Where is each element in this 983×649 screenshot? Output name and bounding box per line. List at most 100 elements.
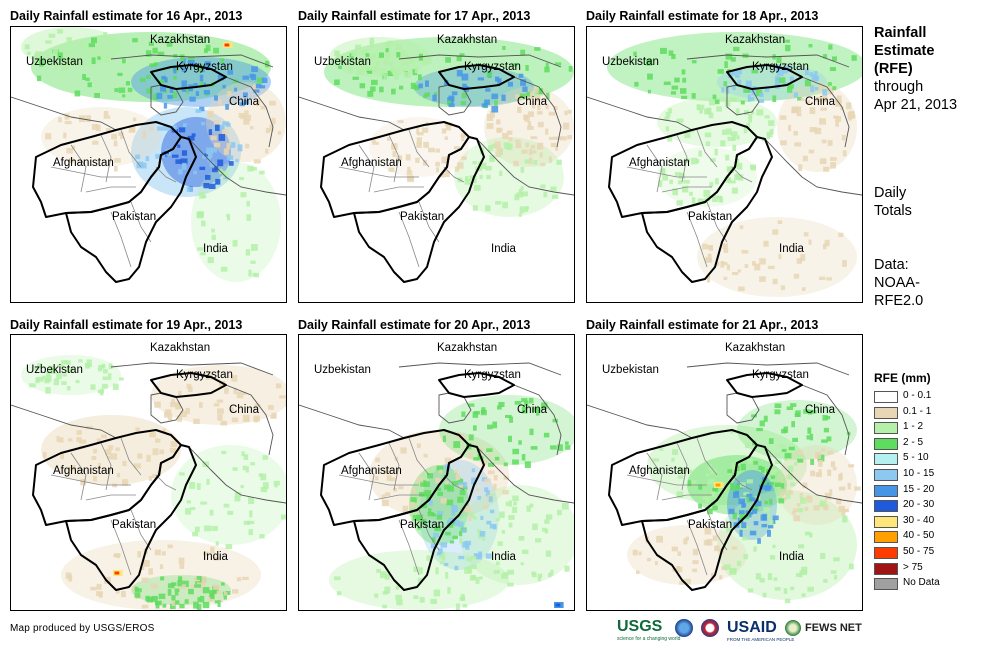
rainfall-pixel <box>384 574 390 580</box>
rainfall-pixel <box>495 518 500 522</box>
rainfall-pixel <box>246 200 251 207</box>
rainfall-pixel <box>827 140 833 146</box>
rainfall-pixel <box>469 175 474 180</box>
rainfall-pixel <box>64 120 72 125</box>
rainfall-pixel <box>484 99 490 105</box>
label-india: India <box>203 551 228 563</box>
rainfall-pixel <box>676 118 684 123</box>
rainfall-pixel <box>458 555 465 560</box>
rainfall-pixel <box>508 137 513 142</box>
rainfall-pixel <box>716 106 723 112</box>
rainfall-pixel <box>527 111 534 117</box>
rainfall-pixel <box>714 99 720 105</box>
rainfall-pixel <box>76 430 82 435</box>
rainfall-pixel <box>712 505 718 511</box>
rainfall-pixel <box>455 473 461 481</box>
rainfall-pixel <box>361 49 369 55</box>
rainfall-pixel <box>712 487 717 492</box>
rainfall-pixel <box>412 487 416 494</box>
rainfall-pixel <box>633 51 637 57</box>
province-boundary <box>50 474 131 486</box>
rainfall-pixel <box>183 123 187 128</box>
rainfall-pixel <box>517 106 522 113</box>
rainfall-pixel <box>374 593 379 598</box>
rainfall-pixel <box>707 253 712 258</box>
rainfall-pixel <box>461 528 466 533</box>
rainfall-pixel <box>691 480 697 484</box>
province-boundary <box>100 134 112 183</box>
rainfall-pixel <box>497 78 502 86</box>
rainfall-pixel <box>433 589 441 597</box>
label-kazakhstan: Kazakhstan <box>150 34 211 46</box>
rainfall-pixel <box>211 126 216 133</box>
rainfall-pixel <box>178 169 183 175</box>
rainfall-pixel <box>80 478 87 486</box>
rainfall-pixel <box>485 166 492 171</box>
rainfall-pixel <box>162 603 167 608</box>
rainfall-pixel <box>384 586 391 594</box>
rainfall-pixel <box>36 376 44 382</box>
rainfall-pixel <box>105 448 112 456</box>
rainfall-pixel <box>677 551 682 556</box>
rainfall-pixel <box>103 111 109 116</box>
rainfall-pixel <box>205 174 211 180</box>
rainfall-pixel <box>195 109 202 113</box>
rainfall-pixel <box>445 481 449 486</box>
rainfall-pixel <box>708 464 712 471</box>
panel-title-6: Daily Rainfall estimate for 21 Apr., 201… <box>586 318 819 332</box>
rainfall-pixel <box>391 70 397 75</box>
rainfall-pixel <box>725 53 733 60</box>
rainfall-pixel <box>822 89 828 96</box>
rainfall-pixel <box>709 99 716 106</box>
rainfall-pixel <box>409 501 415 508</box>
rainfall-area <box>607 32 862 102</box>
rainfall-pixel <box>781 483 785 489</box>
rainfall-pixel <box>519 93 526 99</box>
label-pakistan: Pakistan <box>688 519 733 531</box>
rainfall-pixel <box>752 261 756 266</box>
rainfall-pixel <box>520 79 527 86</box>
rainfall-pixel <box>798 164 803 172</box>
rainfall-pixel <box>695 159 700 164</box>
rainfall-pixel <box>258 473 263 477</box>
rainfall-pixel <box>830 162 836 169</box>
rainfall-pixel <box>154 401 161 408</box>
label-kyrgyzstan: Kyrgyzstan <box>752 61 809 73</box>
rainfall-pixel <box>647 89 652 94</box>
rainfall-pixel <box>216 399 224 403</box>
rainfall-pixel <box>114 158 121 163</box>
rainfall-pixel <box>175 401 181 409</box>
rainfall-pixel <box>461 156 467 161</box>
rainfall-pixel <box>722 129 727 136</box>
rainfall-pixel <box>121 591 126 598</box>
map-background <box>299 335 574 610</box>
rainfall-pixel <box>384 52 390 59</box>
rainfall-pixel <box>101 434 107 439</box>
rainfall-pixel <box>768 438 774 444</box>
rainfall-pixel <box>104 55 110 63</box>
rainfall-pixel <box>491 143 497 148</box>
rainfall-pixel <box>379 52 384 58</box>
rainfall-pixel <box>88 43 95 48</box>
rainfall-pixel <box>459 484 464 488</box>
rainfall-pixel <box>683 538 688 545</box>
rainfall-pixel <box>223 594 227 600</box>
rainfall-pixel <box>442 435 447 442</box>
country-boundary <box>11 96 117 131</box>
rainfall-pixel <box>471 176 477 184</box>
rainfall-pixel <box>721 262 728 266</box>
rainfall-pixel <box>260 487 268 493</box>
rainfall-pixel <box>261 77 268 84</box>
province-boundary <box>661 186 712 193</box>
rainfall-pixel <box>135 427 140 432</box>
noaa-logo-icon <box>675 619 693 637</box>
rainfall-pixel <box>80 39 84 47</box>
rainfall-pixel <box>186 500 191 504</box>
rainfall-pixel <box>543 191 548 198</box>
rainfall-pixel <box>437 511 442 515</box>
label-china: China <box>229 96 260 108</box>
rainfall-pixel <box>829 67 837 72</box>
rainfall-pixel <box>196 575 202 580</box>
rainfall-pixel <box>533 88 539 94</box>
rainfall-pixel <box>692 560 699 565</box>
